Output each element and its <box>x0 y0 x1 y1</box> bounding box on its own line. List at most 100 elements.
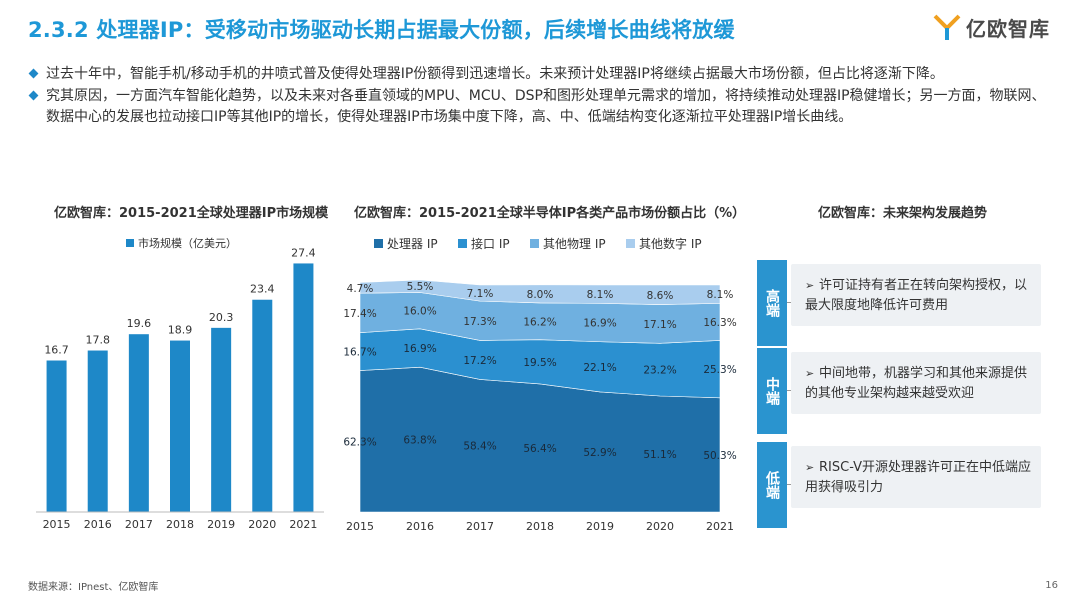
area-value-label: 56.4% <box>523 443 556 455</box>
x-tick-label: 2019 <box>207 518 235 531</box>
bar-value-label: 17.8 <box>85 334 110 347</box>
area-value-label: 8.1% <box>587 289 614 301</box>
area-value-label: 25.3% <box>703 364 736 376</box>
bar-value-label: 20.3 <box>209 311 234 324</box>
area-value-label: 17.2% <box>463 355 496 367</box>
area-chart: 处理器 IP 接口 IP 其他物理 IP 其他数字 IP 62.3% 63.8% 58.4… <box>343 236 736 533</box>
bullet-item: 究其原因，一方面汽车智能化趋势，以及未来对各垂直领域的MPU、MCU、DSP和图… <box>28 86 1058 128</box>
legend-label: 接口 IP <box>471 236 510 251</box>
arrow-bullet-icon: ➢ <box>805 367 815 380</box>
bar-value-label: 19.6 <box>127 317 152 330</box>
arrow-bullet-icon: ➢ <box>805 461 815 474</box>
arrow-bullet-icon: ➢ <box>805 279 815 292</box>
x-tick-label: 2020 <box>646 520 674 533</box>
trend-row-low: 低端 ➢ RISC-V开源处理器许可正在中低端应用获得吸引力 <box>757 442 1047 528</box>
area-value-label: 8.6% <box>647 290 674 302</box>
x-tick-label: 2018 <box>526 520 554 533</box>
area-value-label: 63.8% <box>403 435 436 447</box>
area-chart-title: 亿欧智库：2015-2021全球半导体IP各类产品市场份额占比（%） <box>354 206 746 221</box>
bar-2016 <box>87 350 108 512</box>
area-value-label: 52.9% <box>583 447 616 459</box>
bar-value-label: 16.7 <box>44 344 68 357</box>
logo-icon <box>933 14 961 40</box>
x-tick-label: 2021 <box>289 518 317 531</box>
diamond-bullet-icon <box>28 90 39 101</box>
x-tick-label: 2020 <box>248 518 276 531</box>
bullet-item: 过去十年中，智能手机/移动手机的井喷式普及使得处理器IP份额得到迅速增长。未来预… <box>28 64 1058 85</box>
area-value-label: 16.7% <box>343 347 376 359</box>
area-value-label: 4.7% <box>347 283 374 295</box>
bullet-text: 究其原因，一方面汽车智能化趋势，以及未来对各垂直领域的MPU、MCU、DSP和图… <box>46 88 1046 125</box>
area-value-label: 23.2% <box>643 365 676 377</box>
summary-bullets: 过去十年中，智能手机/移动手机的井喷式普及使得处理器IP份额得到迅速增长。未来预… <box>28 64 1058 129</box>
tag-low: 低端 <box>757 442 787 528</box>
bar-2019 <box>211 327 232 512</box>
legend-label: 市场规模（亿美元） <box>138 236 237 250</box>
data-source: 数据来源：IPnest、亿欧智库 <box>28 582 159 593</box>
tag-high: 高端 <box>757 260 787 346</box>
bar-2021 <box>293 263 314 512</box>
area-value-label: 62.3% <box>343 436 376 448</box>
bar-2017 <box>128 334 149 512</box>
area-value-label: 16.9% <box>403 343 436 355</box>
area-value-label: 51.1% <box>643 449 676 461</box>
page-number: 16 <box>1045 580 1058 591</box>
bar-chart-title: 亿欧智库：2015-2021全球处理器IP市场规模 <box>54 206 329 221</box>
diamond-bullet-icon <box>28 68 39 79</box>
area-value-label: 58.4% <box>463 441 496 453</box>
area-value-label: 22.1% <box>583 362 616 374</box>
bar-value-label: 23.4 <box>250 283 275 296</box>
bar-chart: 市场规模（亿美元） 16.7 2015 17.8 2016 19.6 2017 18.9 20… <box>36 236 324 531</box>
trend-text: ➢ 许可证持有者正在转向架构授权，以最大限度地降低许可费用 <box>805 278 1028 313</box>
legend-label: 处理器 IP <box>387 237 438 251</box>
legend-swatch <box>458 239 467 248</box>
area-value-label: 8.0% <box>527 289 554 301</box>
legend-swatch <box>374 239 383 248</box>
legend-label: 其他数字 IP <box>639 236 702 251</box>
connector-line <box>787 484 793 485</box>
area-value-label: 17.1% <box>643 319 676 331</box>
legend-swatch <box>530 239 539 248</box>
legend-label: 其他物理 IP <box>543 237 606 251</box>
bar-2018 <box>170 340 190 512</box>
connector-line <box>787 390 793 391</box>
tag-mid: 中端 <box>757 348 787 434</box>
x-tick-label: 2015 <box>346 520 374 533</box>
x-tick-label: 2018 <box>166 518 194 531</box>
area-series-其他数字IP <box>359 279 721 305</box>
area-value-label: 7.1% <box>467 288 494 300</box>
bar-2020 <box>252 299 273 512</box>
x-tick-label: 2017 <box>466 520 494 533</box>
bar-value-label: 18.9 <box>168 324 193 337</box>
connector-line <box>787 302 793 303</box>
x-tick-label: 2017 <box>125 518 153 531</box>
x-tick-label: 2016 <box>406 520 434 533</box>
trend-title: 亿欧智库：未来架构发展趋势 <box>818 206 988 221</box>
area-value-label: 16.2% <box>523 316 556 328</box>
brand-logo: 亿欧智库 <box>932 12 1050 42</box>
bullet-text: 过去十年中，智能手机/移动手机的井喷式普及使得处理器IP份额得到迅速增长。未来预… <box>46 66 944 82</box>
area-value-label: 16.3% <box>703 317 736 329</box>
page-title: 2.3.2 处理器IP：受移动市场驱动长期占据最大份额，后续增长曲线将放缓 <box>28 18 735 42</box>
x-tick-label: 2016 <box>84 518 112 531</box>
trend-row-mid: 中端 ➢ 中间地带，机器学习和其他来源提供的其他专业架构越来越受欢迎 <box>757 348 1047 434</box>
x-tick-label: 2015 <box>43 518 71 531</box>
trend-text: ➢ 中间地带，机器学习和其他来源提供的其他专业架构越来越受欢迎 <box>805 366 1028 401</box>
trend-box: ➢ 中间地带，机器学习和其他来源提供的其他专业架构越来越受欢迎 <box>791 352 1041 414</box>
trend-row-high: 高端 ➢ 许可证持有者正在转向架构授权，以最大限度地降低许可费用 <box>757 260 1047 346</box>
legend-swatch <box>126 239 134 247</box>
trend-text: ➢ RISC-V开源处理器许可正在中低端应用获得吸引力 <box>805 460 1032 495</box>
trend-box: ➢ 许可证持有者正在转向架构授权，以最大限度地降低许可费用 <box>791 264 1041 326</box>
logo-text: 亿欧智库 <box>966 16 1050 41</box>
trend-box: ➢ RISC-V开源处理器许可正在中低端应用获得吸引力 <box>791 446 1041 508</box>
x-tick-label: 2019 <box>586 520 614 533</box>
area-value-label: 16.9% <box>583 318 616 330</box>
legend-swatch <box>626 239 635 248</box>
area-value-label: 5.5% <box>407 281 434 293</box>
bar-2015 <box>46 360 67 512</box>
area-value-label: 17.3% <box>463 316 496 328</box>
area-value-label: 8.1% <box>707 289 734 301</box>
x-tick-label: 2021 <box>706 520 734 533</box>
area-value-label: 17.4% <box>343 308 376 320</box>
area-value-label: 19.5% <box>523 357 556 369</box>
